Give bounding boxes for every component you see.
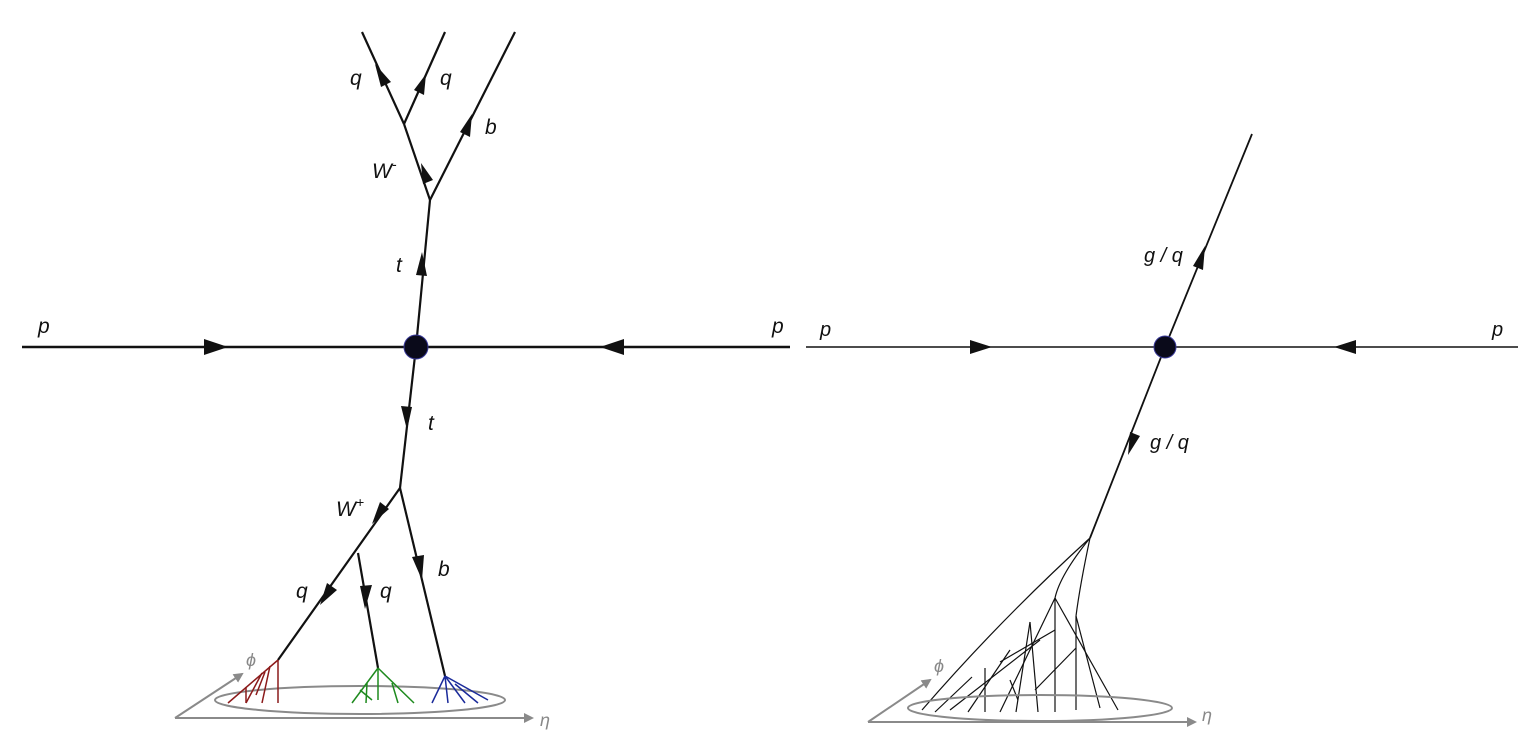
q3-label: q xyxy=(296,580,308,603)
upper-parton-label: g / q xyxy=(1144,245,1183,267)
w-plus-charge: + xyxy=(356,494,364,510)
b-top-arrow xyxy=(460,114,472,137)
w-minus-symbol: W xyxy=(372,160,394,183)
lower-parton-arrow xyxy=(1128,432,1140,455)
left-beam-arrow-left xyxy=(204,339,228,355)
left-detector-ellipse xyxy=(214,685,506,715)
right-interaction-vertex xyxy=(1153,335,1177,359)
jet-green xyxy=(351,667,415,704)
w-minus-arrow xyxy=(421,163,433,184)
right-beam-right-label: p xyxy=(1491,319,1503,341)
parton-shower xyxy=(921,537,1119,713)
q4-line xyxy=(356,552,380,669)
left-eta-label: η xyxy=(540,710,550,730)
lower-parton-label: g / q xyxy=(1150,432,1189,454)
q3-arrow xyxy=(320,583,337,605)
left-interaction-vertex xyxy=(403,334,429,360)
w-minus-label: W- xyxy=(372,156,397,183)
q4-label: q xyxy=(380,580,392,603)
left-beam-right-label: p xyxy=(771,315,784,338)
top-quark-label: t xyxy=(396,254,403,277)
left-phi-axis xyxy=(174,672,244,719)
left-beam-arrow-right xyxy=(600,339,624,355)
upper-parton-arrow xyxy=(1193,246,1205,270)
b-top-label: b xyxy=(485,116,497,139)
right-detector-ellipse xyxy=(907,694,1173,722)
anti-top-label: t xyxy=(428,412,435,435)
anti-top-arrow xyxy=(401,406,412,430)
right-beam-left-label: p xyxy=(819,319,831,341)
w-plus-arrow xyxy=(372,502,389,524)
left-diagram-ttbar: p p t W- q q b t W+ q q b ϕ η xyxy=(22,31,790,730)
b-bottom-label: b xyxy=(438,558,450,581)
q1-label: q xyxy=(350,67,362,90)
right-eta-label: η xyxy=(1202,705,1212,725)
b-top-line xyxy=(429,31,516,201)
right-beam-arrow-left xyxy=(970,340,992,354)
jet-blue xyxy=(431,675,489,704)
q2-arrow xyxy=(414,74,426,95)
w-plus-symbol: W xyxy=(336,498,358,521)
right-beam-arrow-right xyxy=(1334,340,1356,354)
left-beam-left-label: p xyxy=(37,315,50,338)
top-quark-arrow xyxy=(416,252,427,276)
q2-label: q xyxy=(440,67,452,90)
w-minus-line xyxy=(402,123,432,201)
upper-parton-line xyxy=(1164,133,1253,348)
q1-arrow xyxy=(375,64,391,87)
b-bottom-line xyxy=(398,487,447,677)
right-phi-label: ϕ xyxy=(934,656,944,676)
q4-arrow xyxy=(360,585,372,609)
right-diagram-qcd: p p g / q g / q ϕ η xyxy=(806,133,1518,727)
w-minus-charge: - xyxy=(392,156,397,172)
lower-parton-line xyxy=(1089,346,1166,539)
left-phi-label: ϕ xyxy=(246,650,256,670)
right-phi-axis xyxy=(867,678,932,723)
w-plus-label: W+ xyxy=(336,494,364,521)
b-bottom-arrow xyxy=(412,555,424,580)
jet-red xyxy=(227,659,279,704)
